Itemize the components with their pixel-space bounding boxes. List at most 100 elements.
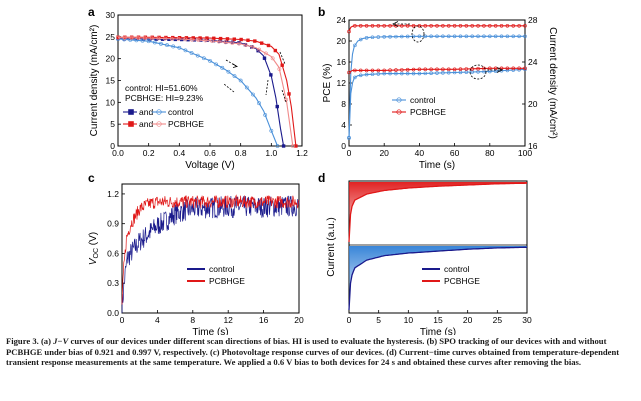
jv-marker — [275, 144, 280, 148]
spo-marker — [464, 23, 469, 28]
current-curve-0 — [348, 182, 527, 243]
spo-marker — [517, 66, 521, 71]
spo-marker — [382, 23, 387, 28]
legend-text: control — [444, 264, 470, 274]
spo-marker — [429, 34, 433, 39]
spo-marker — [370, 72, 375, 77]
spo-marker — [523, 34, 527, 39]
spo-marker — [364, 68, 369, 73]
spo-marker — [411, 71, 416, 76]
jv-marker — [129, 35, 134, 40]
jv-marker — [269, 128, 274, 133]
spo-marker — [435, 23, 439, 28]
jv-marker — [163, 36, 167, 41]
spo-marker — [470, 23, 475, 28]
x-tick-label: 0 — [120, 315, 125, 325]
spo-marker — [347, 135, 351, 140]
legend-swatch-marker — [128, 109, 134, 115]
spo-marker — [388, 68, 392, 73]
spo-marker — [441, 71, 445, 75]
spo-marker — [399, 68, 404, 72]
jv-marker — [269, 73, 273, 77]
spo-marker — [405, 34, 410, 39]
y-tick-label: 4 — [341, 120, 346, 130]
y-axis-label-voc: VOC (V) — [88, 232, 100, 265]
y-tick-label: 0 — [341, 141, 346, 151]
x-tick-label: 4 — [155, 315, 160, 325]
spo-marker — [411, 67, 416, 72]
current-fill-1 — [349, 246, 527, 310]
jv-marker — [244, 85, 249, 90]
spo-marker — [382, 68, 387, 73]
x-tick-label: 0.8 — [235, 148, 247, 158]
voc-trace-0 — [121, 195, 300, 314]
jv-marker — [232, 37, 236, 41]
caption-jv: J−V — [53, 336, 69, 346]
scan-arrow — [225, 59, 237, 67]
spo-marker — [452, 67, 457, 72]
y-tick-label: 20 — [337, 36, 347, 46]
jv-marker — [171, 44, 176, 49]
axis-pointer-head — [392, 21, 399, 27]
x-axis-label: Voltage (V) — [185, 160, 234, 171]
spo-marker — [523, 23, 527, 28]
jv-marker — [287, 92, 291, 96]
spo-marker — [423, 34, 428, 39]
spo-marker — [394, 68, 398, 72]
jv-marker — [230, 41, 235, 45]
legend-text: PCBHGE — [444, 276, 480, 286]
jv-marker — [183, 48, 188, 53]
jv-marker — [223, 40, 228, 45]
spo-marker — [487, 23, 492, 28]
x-tick-label: 0.0 — [112, 148, 124, 158]
spo-marker — [458, 67, 463, 71]
x-tick-label: 20 — [379, 148, 389, 158]
hysteresis-annotation: control: HI=51.60% — [125, 83, 198, 93]
spo-marker — [517, 23, 521, 28]
legend-text: and — [139, 107, 153, 117]
legend-swatch-marker — [128, 121, 134, 127]
jv-marker — [146, 39, 151, 44]
current-curve-1 — [348, 246, 527, 311]
spo-marker — [435, 71, 439, 75]
spo-marker — [376, 68, 381, 73]
caption-part-a: (a) — [40, 336, 54, 346]
spo-marker — [417, 71, 422, 76]
y-tick-label: 12 — [337, 78, 347, 88]
spo-marker — [458, 23, 463, 28]
x-tick-label: 5 — [376, 315, 381, 325]
jv-marker — [218, 36, 223, 41]
legend-text: PCBHGE — [209, 276, 245, 286]
x-axis-label: Time (s) — [192, 327, 228, 335]
spo-marker — [482, 23, 486, 28]
spo-marker — [423, 23, 428, 28]
scan-arrow — [279, 51, 286, 65]
axis-pointer-head — [496, 67, 503, 73]
y-tick-label: 25 — [106, 32, 116, 42]
jv-marker — [225, 37, 230, 41]
current-fill-0 — [349, 182, 527, 242]
jv-marker — [280, 63, 284, 67]
jv-marker — [266, 43, 271, 48]
jv-marker — [195, 53, 200, 58]
x-tick-label: 60 — [450, 148, 460, 158]
spo-marker — [435, 34, 439, 39]
spo-marker — [505, 34, 510, 39]
jv-marker — [177, 45, 182, 50]
spo-line-0 — [348, 35, 525, 139]
legend-text: PCBHGE — [410, 107, 446, 117]
spo-marker — [429, 67, 433, 72]
spo-marker — [358, 68, 363, 73]
legend-text: PCBHGE — [168, 119, 204, 129]
caption-label: Figure 3. — [6, 336, 39, 346]
y-tick-label: 0.6 — [107, 248, 119, 258]
jv-marker — [149, 36, 154, 41]
spo-marker — [441, 67, 445, 72]
spo-marker — [399, 34, 404, 39]
jv-marker — [143, 35, 148, 39]
jv-marker — [216, 39, 221, 44]
y-right-tick-label: 20 — [528, 99, 538, 109]
spo-marker — [353, 43, 357, 48]
jv-marker — [152, 40, 157, 45]
jv-marker — [237, 41, 241, 46]
